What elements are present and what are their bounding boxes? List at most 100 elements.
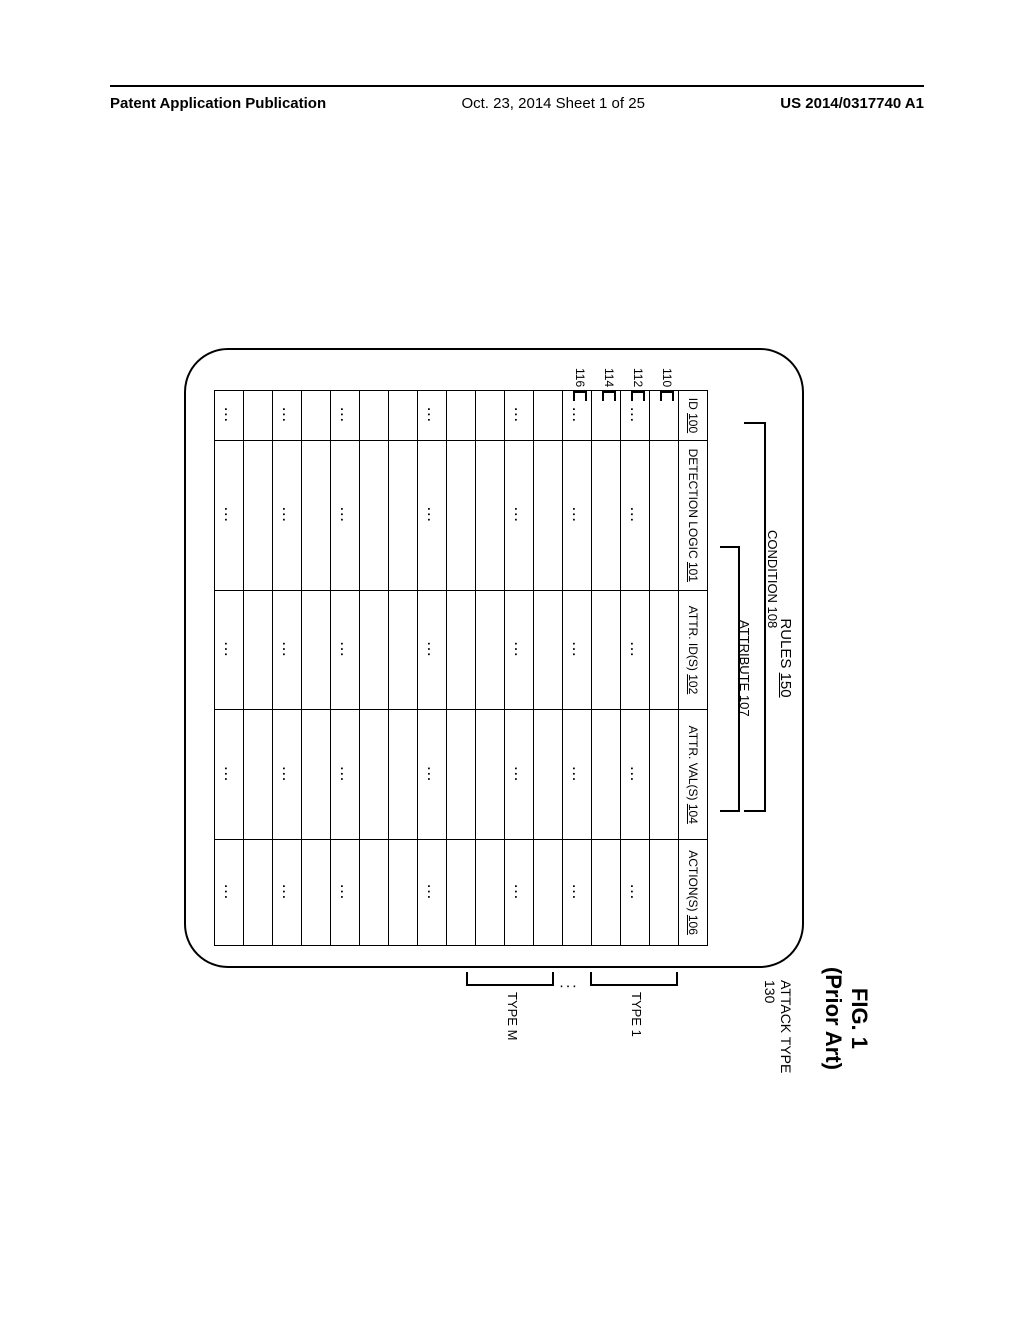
ellipsis: ... [338, 407, 352, 423]
table-cell [389, 391, 418, 441]
figure-title: FIG. 1 (Prior Art) [820, 967, 872, 1070]
table-cell: ... [215, 710, 244, 840]
table-cell: ... [621, 440, 650, 590]
table-row [650, 391, 679, 946]
ellipsis: ... [512, 407, 526, 423]
table-row: ............... [273, 391, 302, 946]
ellipsis: ... [570, 407, 584, 423]
table-cell [244, 710, 273, 840]
ellipsis: ... [425, 642, 439, 658]
table-cell: ... [505, 391, 534, 441]
table-cell: ... [621, 840, 650, 946]
bracket-tick [720, 546, 728, 548]
ellipsis: ... [512, 885, 526, 901]
table-cell: ... [505, 440, 534, 590]
table-cell: ... [418, 710, 447, 840]
row-ref: 114 [602, 368, 616, 401]
row-ref-bracket [660, 391, 674, 401]
table-cell: ... [215, 391, 244, 441]
table-row [476, 391, 505, 946]
attack-type-last: TYPE M [505, 992, 520, 1040]
table-cell [592, 590, 621, 710]
table-cell [534, 440, 563, 590]
table-row [302, 391, 331, 946]
ellipsis: ... [222, 642, 236, 658]
table-cell [650, 710, 679, 840]
table-cell [302, 391, 331, 441]
ellipsis: ... [570, 885, 584, 901]
page-header: Patent Application Publication Oct. 23, … [110, 85, 924, 115]
ellipsis: ... [628, 885, 642, 901]
table-cell: ... [273, 840, 302, 946]
header-center: Oct. 23, 2014 Sheet 1 of 25 [461, 95, 644, 112]
table-cell: ... [273, 710, 302, 840]
ellipsis: ... [512, 642, 526, 658]
table-cell [302, 840, 331, 946]
ellipsis: ... [338, 507, 352, 523]
table-cell: ... [563, 590, 592, 710]
table-cell [476, 710, 505, 840]
attack-type-label: ATTACK TYPE 130 [762, 980, 794, 1100]
table-cell [592, 710, 621, 840]
table-cell: ... [505, 840, 534, 946]
table-cell: ... [331, 840, 360, 946]
table-cell: ... [215, 590, 244, 710]
ellipsis: ... [425, 507, 439, 523]
table-cell [534, 391, 563, 441]
header-left: Patent Application Publication [110, 95, 326, 112]
table-cell: ... [505, 590, 534, 710]
table-cell [389, 590, 418, 710]
attack-type-bracket [466, 972, 554, 986]
table-cell: ... [273, 391, 302, 441]
table-cell [476, 391, 505, 441]
table-cell: ... [331, 590, 360, 710]
col-header-detection: DETECTION LOGIC 101 [679, 440, 708, 590]
figure-container: FIG. 1 (Prior Art) RULES 150 CONDITION 1… [0, 160, 1024, 1260]
table-cell [534, 840, 563, 946]
table-row [360, 391, 389, 946]
table-cell [244, 440, 273, 590]
rules-ref: 150 [777, 673, 794, 698]
table-cell [650, 440, 679, 590]
row-ref-bracket [631, 391, 645, 401]
table-row [244, 391, 273, 946]
table-cell [389, 710, 418, 840]
table-cell: ... [215, 440, 244, 590]
rules-label: RULES 150 [777, 350, 794, 966]
table-cell [244, 391, 273, 441]
table-row [592, 391, 621, 946]
row-ref-bracket [573, 391, 587, 401]
ellipsis: ... [512, 507, 526, 523]
col-header-attr-val: ATTR. VAL(S) 104 [679, 710, 708, 840]
condition-bracket-label: CONDITION 108 [765, 530, 780, 628]
table-row: ............... [621, 391, 650, 946]
bracket-tick [744, 810, 752, 812]
table-cell [447, 590, 476, 710]
table-cell: ... [331, 391, 360, 441]
table-cell [244, 590, 273, 710]
table-row: ............... [563, 391, 592, 946]
ellipsis: ... [628, 767, 642, 783]
ellipsis: ... [222, 407, 236, 423]
table-cell [534, 590, 563, 710]
table-cell: ... [621, 590, 650, 710]
rules-box: RULES 150 CONDITION 108 ATTRIBUTE 107 ID… [184, 348, 804, 968]
ellipsis: ... [628, 407, 642, 423]
rotated-stage: FIG. 1 (Prior Art) RULES 150 CONDITION 1… [152, 320, 872, 1100]
table-cell [476, 590, 505, 710]
table-cell [447, 440, 476, 590]
ellipsis: ... [425, 885, 439, 901]
rules-table: ID 100 DETECTION LOGIC 101 ATTR. ID(S) 1… [214, 390, 708, 946]
bracket-tick [744, 422, 752, 424]
attack-type-ellipsis: ... [557, 981, 576, 999]
ellipsis: ... [280, 885, 294, 901]
ellipsis: ... [338, 767, 352, 783]
table-row [447, 391, 476, 946]
table-cell [592, 840, 621, 946]
ellipsis: ... [222, 767, 236, 783]
table-cell [476, 440, 505, 590]
ellipsis: ... [425, 767, 439, 783]
col-header-action: ACTION(S) 106 [679, 840, 708, 946]
table-cell [447, 840, 476, 946]
ellipsis: ... [512, 767, 526, 783]
